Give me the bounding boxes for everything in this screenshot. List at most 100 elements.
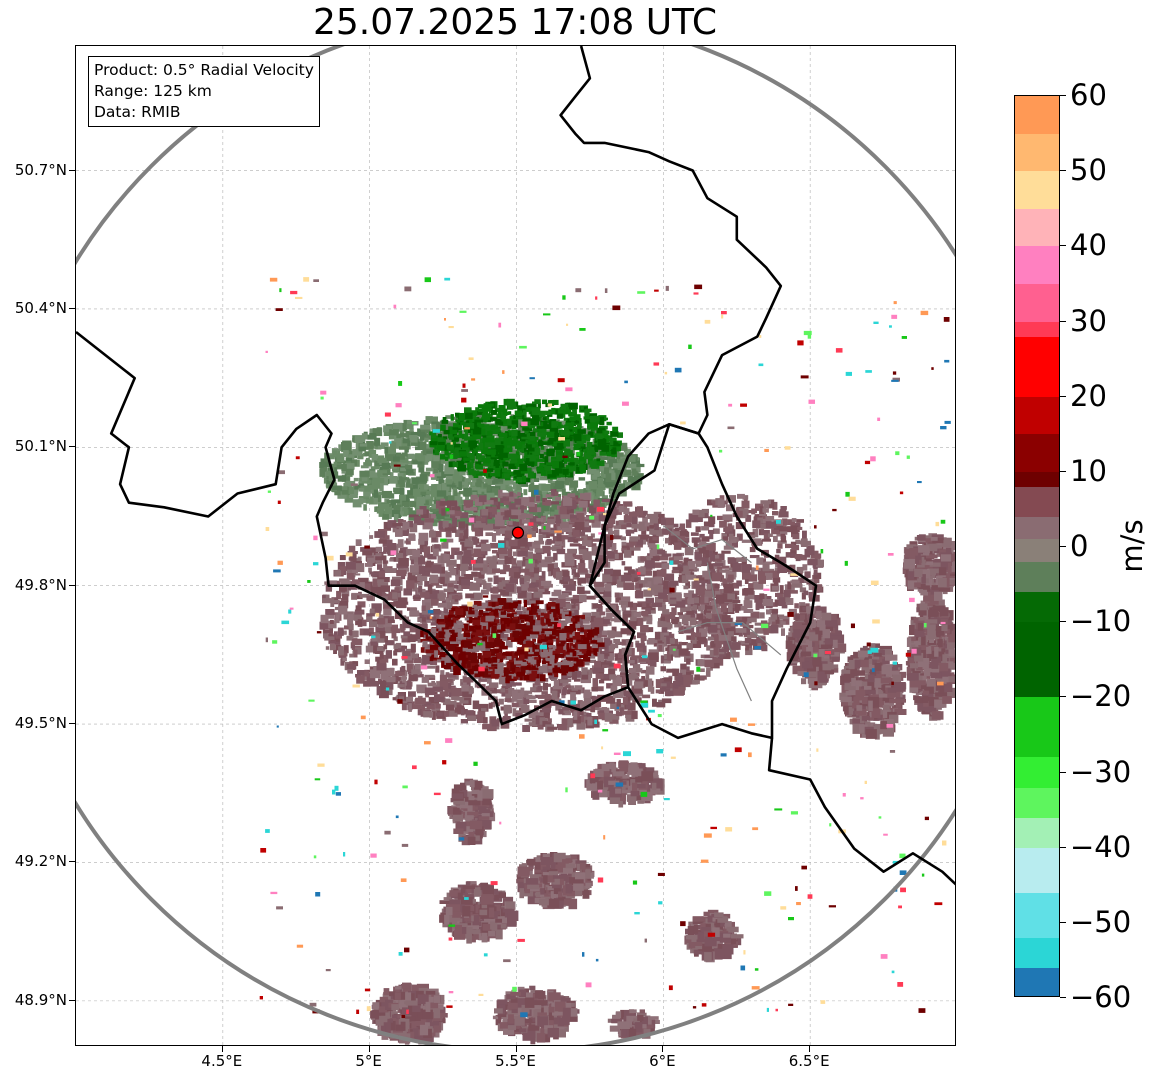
- echo-pixel: [507, 609, 516, 613]
- echo-pixel: [593, 633, 602, 639]
- echo-pixel: [323, 630, 328, 639]
- echo-pixel: [639, 580, 643, 588]
- echo-pixel: [586, 695, 596, 699]
- echo-pixel: [594, 585, 604, 592]
- echo-pixel: [431, 484, 438, 491]
- echo-pixel: [558, 594, 566, 599]
- echo-pixel: [325, 583, 332, 592]
- echo-pixel: [504, 556, 514, 565]
- echo-pixel: [620, 536, 626, 541]
- echo-pixel: [555, 450, 564, 458]
- echo-pixel: [588, 559, 594, 569]
- echo-pixel: [504, 448, 509, 454]
- echo-pixel: [657, 631, 668, 641]
- echo-pixel: [668, 690, 677, 696]
- echo-pixel: [370, 641, 379, 648]
- echo-pixel: [381, 654, 389, 663]
- echo-pixel: [419, 429, 427, 437]
- echo-pixel: [628, 619, 638, 626]
- echo-pixel: [349, 454, 355, 460]
- echo-pixel: [492, 598, 498, 604]
- echo-pixel: [583, 689, 591, 699]
- echo-pixel: [418, 532, 429, 541]
- echo-pixel: [669, 529, 679, 533]
- echo-pixel: [728, 636, 734, 645]
- echo-pixel: [482, 435, 489, 439]
- echo-pixel: [534, 510, 544, 519]
- echo-pixel: [645, 597, 654, 604]
- echo-pixel: [329, 626, 333, 634]
- echo-pixel: [570, 453, 575, 459]
- echo-pixel: [528, 503, 538, 513]
- echo-pixel: [379, 483, 384, 491]
- echo-pixel: [447, 709, 458, 717]
- echo-pixel: [435, 712, 443, 717]
- echo-pixel: [393, 677, 400, 682]
- echo-pixel: [536, 425, 543, 433]
- echo-pixel: [345, 561, 356, 570]
- echo-pixel: [621, 561, 626, 566]
- echo-pixel: [511, 690, 518, 700]
- echo-pixel: [632, 687, 643, 694]
- echo-pixel: [374, 460, 380, 469]
- echo-pixel: [435, 703, 441, 709]
- echo-pixel: [377, 445, 385, 449]
- echo-pixel: [320, 615, 329, 624]
- echo-pixel: [488, 702, 493, 709]
- echo-pixel: [383, 546, 390, 553]
- echo-pixel: [409, 435, 418, 443]
- echo-pixel: [630, 635, 636, 640]
- echo-pixel: [593, 581, 605, 587]
- echo-pixel: [405, 685, 412, 690]
- echo-pixel: [513, 440, 520, 445]
- echo-pixel: [574, 420, 580, 424]
- echo-pixel: [510, 420, 519, 428]
- echo-pixel: [674, 622, 681, 628]
- echo-pixel: [402, 507, 408, 515]
- echo-pixel: [578, 500, 588, 508]
- echo-pixel: [359, 470, 370, 477]
- echo-pixel: [686, 666, 690, 671]
- echo-pixel: [613, 525, 621, 529]
- echo-pixel: [545, 494, 554, 498]
- echo-pixel: [564, 434, 570, 438]
- echo-pixel: [437, 437, 444, 444]
- echo-pixel: [569, 458, 579, 465]
- echo-pixel: [505, 640, 513, 648]
- echo-pixel: [672, 617, 680, 625]
- echo-pixel: [652, 698, 657, 707]
- echo-pixel: [531, 408, 541, 416]
- echo-pixel: [566, 655, 577, 659]
- echo-pixel: [465, 422, 475, 429]
- echo-pixel: [379, 652, 384, 659]
- echo-pixel: [540, 464, 546, 468]
- echo-pixel: [400, 624, 405, 633]
- echo-pixel: [420, 630, 424, 638]
- echo-pixel: [581, 525, 591, 533]
- echo-pixel: [354, 436, 366, 442]
- radar-map[interactable]: [75, 45, 956, 1046]
- echo-pixel: [542, 533, 547, 538]
- echo-pixel: [378, 571, 386, 578]
- echo-pixel: [352, 449, 362, 456]
- echo-pixel: [508, 548, 513, 558]
- echo-pixel: [511, 558, 517, 565]
- echo-pixel: [548, 671, 558, 679]
- echo-pixel: [627, 622, 637, 630]
- echo-pixel: [601, 445, 610, 452]
- echo-pixel: [565, 421, 575, 426]
- echo-pixel: [364, 659, 370, 664]
- echo-pixel: [348, 629, 353, 636]
- echo-pixel: [557, 410, 565, 416]
- echo-pixel: [472, 427, 482, 435]
- echo-pixel: [583, 416, 592, 420]
- echo-pixel: [349, 653, 356, 658]
- echo-pixel: [463, 574, 474, 580]
- echo-pixel: [561, 491, 570, 495]
- echo-pixel: [609, 438, 614, 446]
- echo-pixel: [400, 511, 404, 515]
- echo-pixel: [560, 514, 570, 519]
- echo-pixel: [482, 437, 491, 445]
- echo-pixel: [493, 462, 500, 468]
- echo-pixel: [448, 610, 454, 616]
